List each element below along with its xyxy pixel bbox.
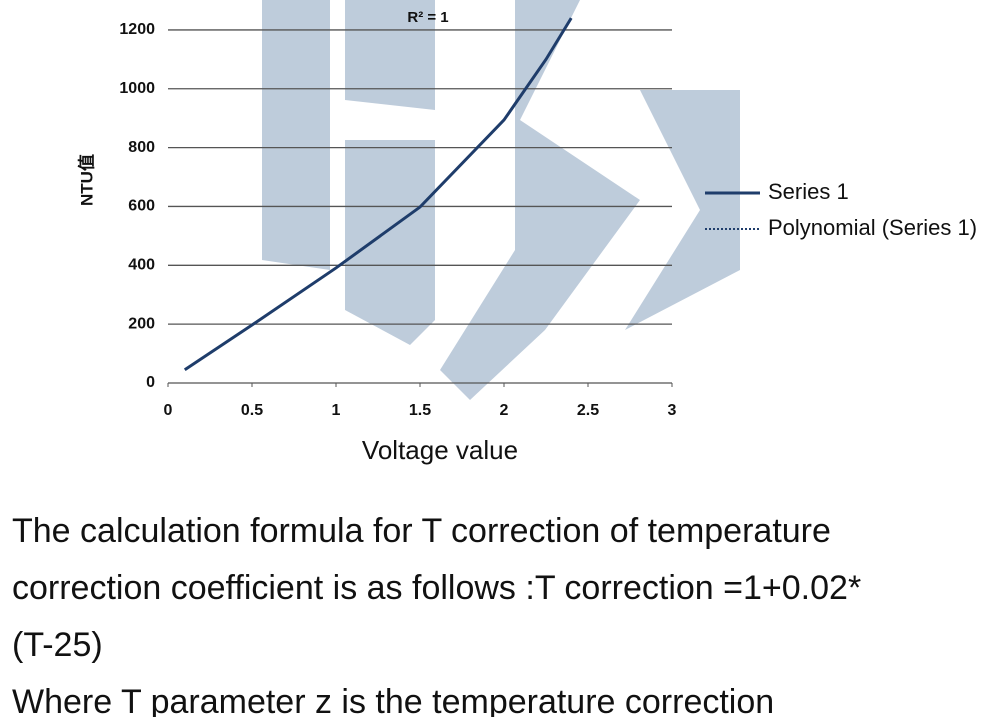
y-tick-label: 1200	[119, 21, 155, 38]
y-axis-label: NTU值	[76, 154, 96, 206]
x-tick-label: 1.5	[409, 402, 431, 419]
x-tick-label: 2	[500, 402, 509, 419]
y-tick-label: 400	[128, 257, 155, 274]
y-tick-label: 1000	[119, 80, 155, 97]
annotation: R² = 1	[407, 9, 448, 26]
body-text-line: Where T parameter z is the temperature c…	[12, 683, 774, 717]
y-tick-label: 200	[128, 315, 155, 332]
series-line	[184, 17, 572, 371]
y-tick-label: 0	[146, 374, 155, 391]
y-tick-label: 600	[128, 198, 155, 215]
x-tick-label: 1	[332, 402, 341, 419]
legend-label: Polynomial (Series 1)	[768, 215, 977, 240]
watermark	[262, 0, 740, 400]
x-tick-label: 0.5	[241, 402, 263, 419]
body-text-line: correction coefficient is as follows :T …	[12, 569, 861, 607]
x-tick-label: 3	[668, 402, 677, 419]
x-tick-label: 2.5	[577, 402, 599, 419]
x-axis-label: Voltage value	[362, 435, 518, 465]
y-tick-label: 800	[128, 139, 155, 156]
x-tick-label: 0	[164, 402, 173, 419]
body-text-line: The calculation formula for T correction…	[12, 512, 831, 550]
legend-label: Series 1	[768, 179, 849, 204]
body-text-line: (T-25)	[12, 626, 103, 664]
